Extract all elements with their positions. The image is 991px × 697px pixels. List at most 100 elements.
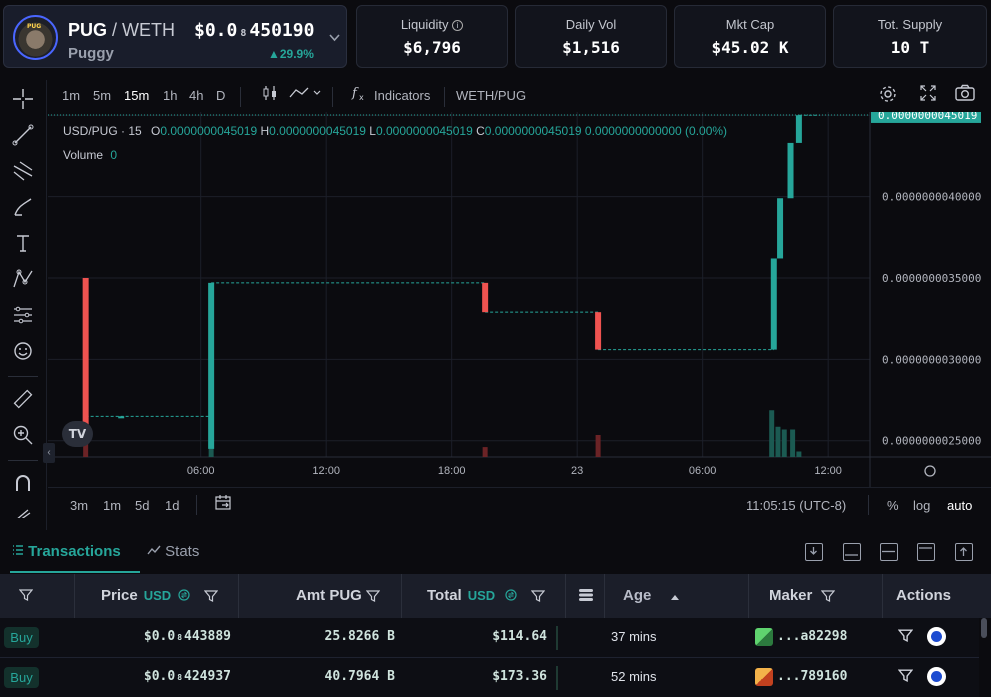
range-5d[interactable]: 5d bbox=[135, 498, 150, 513]
camera-icon[interactable] bbox=[954, 84, 976, 106]
text-tool-icon[interactable] bbox=[11, 232, 35, 256]
table-scrollbar[interactable] bbox=[980, 618, 988, 697]
magnet-icon[interactable] bbox=[11, 472, 35, 496]
range-3m[interactable]: 3m bbox=[70, 498, 89, 513]
view-on-explorer-icon[interactable] bbox=[927, 627, 946, 646]
chart-clock[interactable]: 11:05:15 (UTC-8) bbox=[746, 498, 847, 513]
last-price-badge bbox=[871, 112, 981, 123]
chevron-down-icon[interactable] bbox=[329, 31, 340, 45]
column-divider bbox=[401, 574, 402, 618]
auto-scale-toggle[interactable]: auto bbox=[947, 498, 973, 513]
layout-split-icon[interactable] bbox=[880, 543, 898, 561]
table-row[interactable]: Buy $0.0 8 424937 40.7964 B $173.36 52 min… bbox=[0, 658, 979, 697]
timeframe-d[interactable]: D bbox=[216, 88, 226, 103]
expand-up-icon[interactable] bbox=[955, 543, 973, 561]
crosshair-icon[interactable] bbox=[11, 88, 35, 112]
header-price-label: Price bbox=[101, 587, 138, 604]
layout-top-icon[interactable] bbox=[917, 543, 935, 561]
header-total-unit: USD bbox=[467, 588, 496, 603]
row-price-digits: 424937 bbox=[184, 669, 231, 684]
header-amount[interactable]: Amt PUG bbox=[296, 587, 362, 604]
maker-filter-icon[interactable] bbox=[820, 589, 836, 606]
price-filter-icon[interactable] bbox=[203, 589, 219, 606]
chart-bottom-bar: 3m 1m 5d 1d 11:05:15 (UTC-8) % log auto bbox=[48, 487, 991, 521]
header-age[interactable]: Age bbox=[623, 587, 652, 604]
timeframe-1m[interactable]: 1m bbox=[62, 88, 81, 103]
trend-line-icon[interactable] bbox=[11, 124, 35, 148]
forecast-tool-icon[interactable] bbox=[11, 304, 35, 328]
stack-icon[interactable] bbox=[578, 588, 594, 605]
price-tick-label: 0.0000000040000 bbox=[882, 191, 981, 204]
time-tick-label: 18:00 bbox=[438, 465, 466, 477]
line-chart-dropdown-icon[interactable] bbox=[288, 84, 324, 106]
volume-legend: Volume 0 bbox=[63, 148, 117, 162]
trade-type-badge: Buy bbox=[4, 627, 39, 648]
token-avatar bbox=[13, 15, 58, 60]
list-icon bbox=[13, 545, 23, 555]
ruler-icon[interactable] bbox=[11, 388, 35, 412]
amount-filter-icon[interactable] bbox=[365, 589, 381, 606]
candles-icon[interactable] bbox=[259, 84, 281, 106]
type-filter-icon[interactable] bbox=[18, 588, 34, 605]
layout-bottom-icon[interactable] bbox=[843, 543, 861, 561]
sort-asc-icon[interactable] bbox=[670, 589, 680, 604]
currency-swap-icon[interactable] bbox=[505, 589, 517, 604]
legend-symbol: USD/PUG · 15 bbox=[63, 124, 142, 138]
legend-o-label: O bbox=[151, 124, 161, 138]
scrollbar-thumb[interactable] bbox=[981, 618, 987, 638]
percent-scale-toggle[interactable]: % bbox=[887, 498, 899, 513]
timeframe-4h[interactable]: 4h bbox=[189, 88, 204, 103]
log-scale-toggle[interactable]: log bbox=[913, 498, 931, 513]
timeframe-15m[interactable]: 15m bbox=[124, 88, 150, 103]
view-on-explorer-icon[interactable] bbox=[927, 667, 946, 686]
brush-icon[interactable] bbox=[11, 196, 35, 220]
current-price: $0.0 8 450190 bbox=[194, 20, 314, 41]
table-row[interactable]: Buy $0.0 8 443889 25.8266 B $114.64 37 min… bbox=[0, 618, 979, 658]
lock-drawings-icon[interactable] bbox=[11, 504, 35, 518]
row-maker[interactable]: ...a82298 bbox=[777, 629, 848, 644]
price-chart[interactable]: 0.0000000040000 0.0000000035000 0.00000000… bbox=[48, 112, 991, 487]
time-tick-label: 23 bbox=[571, 465, 583, 477]
total-filter-icon[interactable] bbox=[530, 589, 546, 606]
maker-avatar-icon bbox=[755, 628, 773, 646]
collapse-toolbar-chevron-icon[interactable]: ‹ bbox=[43, 443, 55, 463]
ohlc-legend: USD/PUG · 15 O0.0000000045019 H0.0000000… bbox=[63, 124, 727, 138]
range-1m[interactable]: 1m bbox=[103, 498, 122, 513]
filter-maker-icon[interactable] bbox=[897, 668, 914, 687]
candle bbox=[795, 115, 802, 143]
emoji-icon[interactable] bbox=[11, 340, 35, 364]
settings-gear-icon[interactable] bbox=[877, 84, 899, 106]
legend-h-value: 0.0000000045019 bbox=[269, 124, 366, 138]
row-maker[interactable]: ...789160 bbox=[777, 669, 848, 684]
total-supply-value: 10 T bbox=[890, 38, 930, 57]
timeframe-1h[interactable]: 1h bbox=[163, 88, 178, 103]
header-total[interactable]: Total USD bbox=[427, 587, 495, 604]
header-price[interactable]: Price USD bbox=[101, 587, 171, 604]
price-tick-label: 0.0000000030000 bbox=[882, 353, 981, 366]
svg-text:f: f bbox=[351, 86, 359, 101]
row-total-bar bbox=[556, 666, 558, 690]
currency-swap-icon[interactable] bbox=[178, 589, 190, 604]
fullscreen-icon[interactable] bbox=[917, 84, 939, 106]
tab-transactions[interactable]: Transactions bbox=[12, 543, 121, 560]
timeframe-5m[interactable]: 5m bbox=[93, 88, 112, 103]
date-range-icon[interactable] bbox=[212, 494, 234, 516]
info-icon[interactable]: i bbox=[452, 20, 464, 31]
liquidity-value: $6,796 bbox=[403, 38, 461, 57]
download-icon[interactable] bbox=[805, 543, 823, 561]
range-1d[interactable]: 1d bbox=[165, 498, 180, 513]
row-price-zeros: 8 bbox=[177, 633, 183, 642]
indicators-button[interactable]: Indicators bbox=[374, 88, 431, 103]
tab-stats[interactable]: Stats bbox=[147, 543, 199, 560]
filter-maker-icon[interactable] bbox=[897, 628, 914, 647]
pattern-tool-icon[interactable] bbox=[11, 268, 35, 292]
fib-tool-icon[interactable] bbox=[11, 160, 35, 184]
candle bbox=[82, 277, 89, 441]
header-maker[interactable]: Maker bbox=[769, 587, 813, 604]
symbol-label[interactable]: WETH/PUG bbox=[456, 88, 527, 103]
tradingview-logo[interactable]: TV bbox=[62, 421, 93, 447]
zoom-in-icon[interactable] bbox=[11, 424, 35, 448]
